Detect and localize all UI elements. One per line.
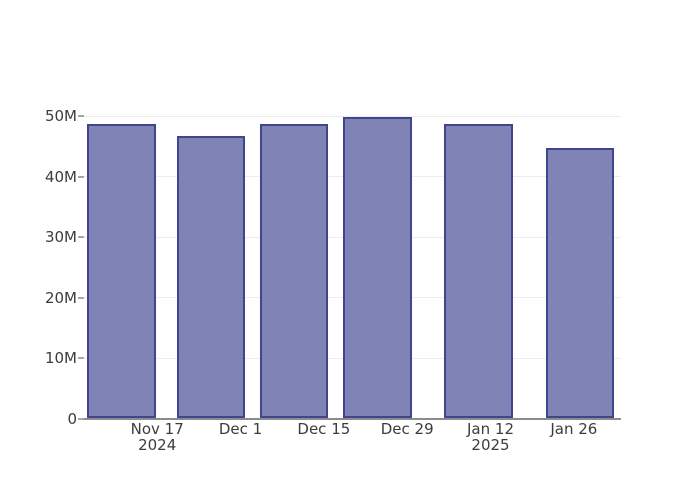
y-axis-tick-label: 0 [67,409,77,428]
bar[interactable] [444,124,513,419]
y-axis-tick-label: 40M [44,167,77,186]
bar[interactable] [176,136,246,419]
x-axis-year-label: 2025 [471,436,510,454]
x-axis-tick-label: Jan 12 [467,420,514,438]
x-axis-tick-label: Nov 17 [130,420,184,438]
y-axis-tick-label: 20M [44,288,77,307]
x-axis-line [84,417,621,420]
y-axis-tick [78,175,84,178]
gridline [84,115,621,117]
x-axis-year-label: 2024 [138,436,177,454]
y-axis-tick-label: 50M [44,107,77,126]
y-axis-tick [78,417,84,420]
bar[interactable] [259,124,329,419]
bar[interactable] [343,117,412,419]
x-axis-tick-label: Dec 15 [297,420,351,438]
x-axis-tick-label: Dec 29 [380,420,434,438]
y-axis-tick [78,115,84,118]
bar[interactable] [545,148,615,419]
bar[interactable] [87,124,156,419]
x-axis-tick-label: Dec 1 [218,420,263,438]
y-axis-tick [78,357,84,360]
y-axis-tick [78,236,84,239]
y-axis-tick-label: 10M [44,349,77,368]
y-axis-tick-label: 30M [44,228,77,247]
y-axis-tick [78,296,84,299]
x-axis-tick-label: Jan 26 [550,420,598,438]
